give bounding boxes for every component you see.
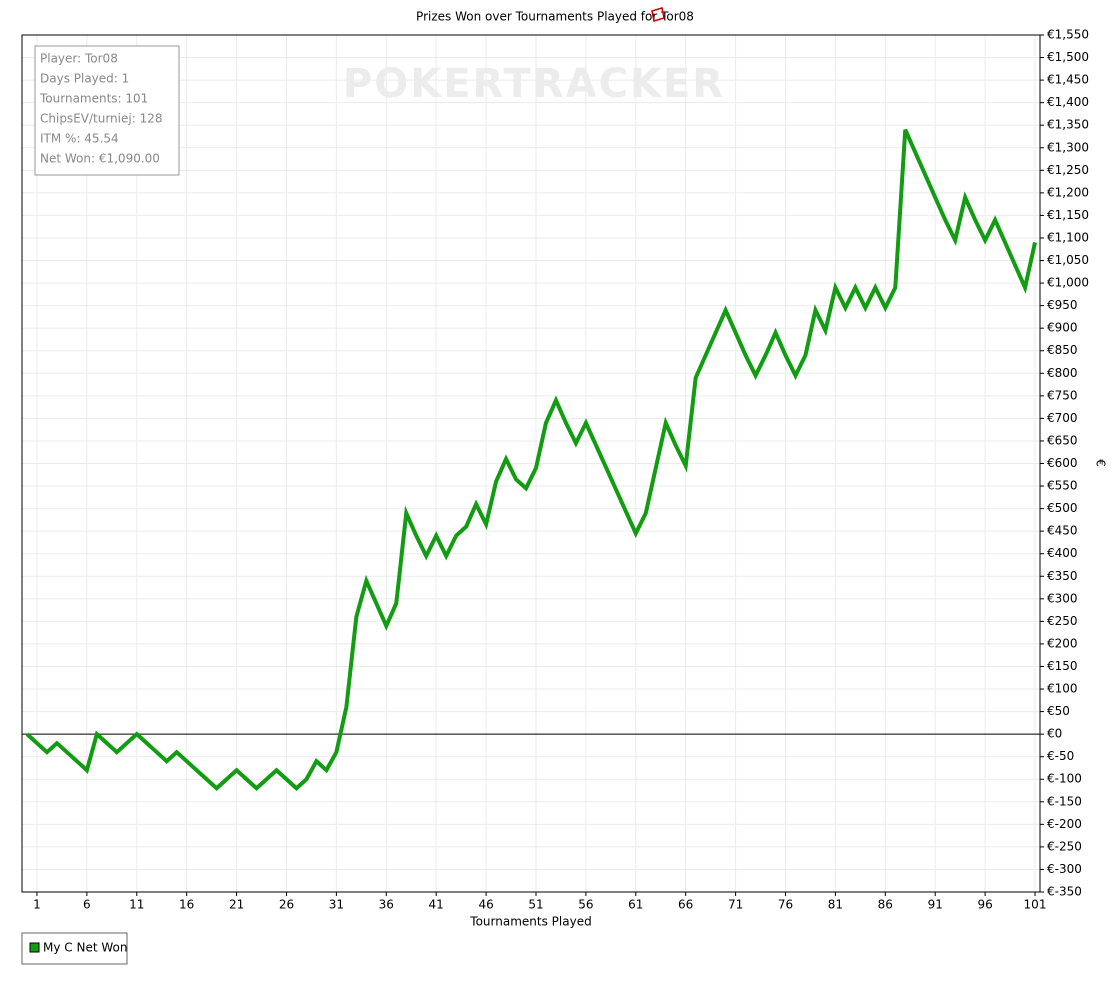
y-tick-label: €1,000 [1047, 276, 1089, 290]
y-tick-label: €250 [1047, 614, 1078, 628]
x-tick-label: 101 [1024, 898, 1047, 912]
x-tick-label: 51 [528, 898, 543, 912]
x-tick-label: 96 [977, 898, 992, 912]
y-tick-label: €-200 [1047, 817, 1082, 831]
y-tick-label: €300 [1047, 591, 1078, 605]
x-axis-label: Tournaments Played [469, 915, 591, 929]
y-tick-label: €850 [1047, 343, 1078, 357]
y-tick-label: €50 [1047, 704, 1070, 718]
info-line: ITM %: 45.54 [40, 132, 119, 146]
legend-label: My C Net Won [43, 941, 127, 955]
x-tick-label: 66 [678, 898, 693, 912]
x-tick-label: 41 [429, 898, 444, 912]
y-tick-label: €150 [1047, 659, 1078, 673]
y-tick-label: €1,100 [1047, 230, 1089, 244]
player-icon [651, 7, 665, 22]
x-tick-label: 1 [33, 898, 41, 912]
x-tick-label: 36 [379, 898, 394, 912]
info-lines: Player: Tor08 Days Played: 1 Tournaments: … [39, 52, 162, 166]
info-line: Tournaments: 101 [39, 92, 148, 106]
x-tick-label: 11 [129, 898, 144, 912]
x-tick-label: 46 [478, 898, 493, 912]
y-tick-label: €1,550 [1047, 28, 1089, 42]
y-tick-label: €-250 [1047, 839, 1082, 853]
y-tick-label: €1,450 [1047, 73, 1089, 87]
y-tick-label: €1,300 [1047, 140, 1089, 154]
x-tick-label: 76 [778, 898, 793, 912]
x-tick-label: 71 [728, 898, 743, 912]
chart-title: Prizes Won over Tournaments Played for T… [416, 10, 694, 24]
x-tick-label: 56 [578, 898, 593, 912]
y-tick-label: €1,250 [1047, 163, 1089, 177]
y-tick-label: €1,050 [1047, 253, 1089, 267]
x-tick-label: 86 [878, 898, 893, 912]
y-tick-label: €-100 [1047, 772, 1082, 786]
y-tick-label: €-150 [1047, 794, 1082, 808]
y-tick-label: €550 [1047, 479, 1078, 493]
x-tick-label: 81 [828, 898, 843, 912]
y-tick-label: €800 [1047, 366, 1078, 380]
y-tick-label: €950 [1047, 298, 1078, 312]
x-tick-label: 31 [329, 898, 344, 912]
x-tick-label: 61 [628, 898, 643, 912]
x-tick-label: 26 [279, 898, 294, 912]
y-tick-label: €700 [1047, 411, 1078, 425]
info-line: Player: Tor08 [40, 52, 118, 66]
y-tick-label: €1,500 [1047, 50, 1089, 64]
y-tick-label: €-300 [1047, 862, 1082, 876]
info-box [34, 45, 180, 176]
x-tick-label: 91 [928, 898, 943, 912]
y-tick-label: €400 [1047, 546, 1078, 560]
x-tick-label: 16 [179, 898, 194, 912]
info-line: ChipsEV/turniej: 128 [40, 112, 162, 126]
info-line: Days Played: 1 [40, 72, 129, 86]
x-tick-label: 6 [83, 898, 91, 912]
y-tick-label: €1,200 [1047, 185, 1089, 199]
y-tick-label: €1,350 [1047, 118, 1089, 132]
series-line [25, 128, 1037, 791]
y-tick-label: €200 [1047, 636, 1078, 650]
y-tick-label: €750 [1047, 388, 1078, 402]
y-tick-label: €0 [1047, 727, 1062, 741]
x-tick-label: 21 [229, 898, 244, 912]
watermark: POKERTRACKER [343, 61, 725, 107]
y-tick-label: €450 [1047, 524, 1078, 538]
y-tick-label: €500 [1047, 501, 1078, 515]
y-tick-label: €100 [1047, 682, 1078, 696]
y-tick-label: €900 [1047, 321, 1078, 335]
y-tick-label: €650 [1047, 433, 1078, 447]
y-tick-label: €1,150 [1047, 208, 1089, 222]
legend-swatch [29, 942, 40, 953]
y-tick-label: €-50 [1047, 749, 1074, 763]
y-tick-label: €1,400 [1047, 95, 1089, 109]
y-tick-label: €-350 [1047, 885, 1082, 899]
y-tick-label: €600 [1047, 456, 1078, 470]
info-line: Net Won: €1,090.00 [40, 152, 160, 166]
y-tick-label: €350 [1047, 569, 1078, 583]
y-axis-label: € [1094, 459, 1108, 467]
